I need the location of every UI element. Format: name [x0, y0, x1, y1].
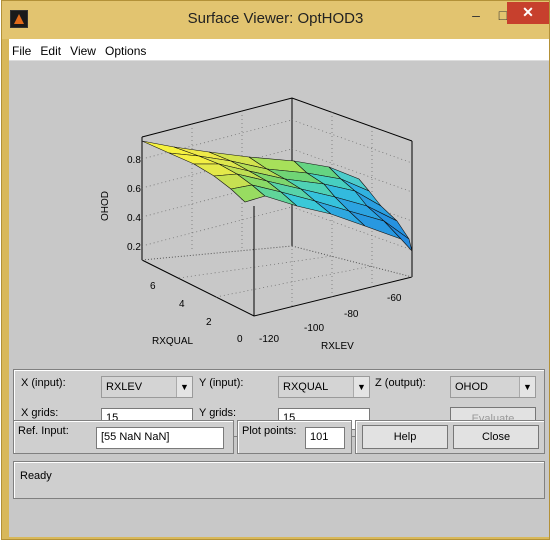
y-tick-label: 4 [179, 299, 185, 310]
close-button[interactable]: Close [453, 425, 539, 449]
close-window-button[interactable]: ✕ [507, 2, 549, 24]
x-input-value: RXLEV [106, 381, 143, 393]
minimize-button[interactable]: – [472, 7, 480, 23]
plot-points-field[interactable]: 101 [305, 427, 345, 449]
help-button[interactable]: Help [362, 425, 448, 449]
x-grids-label: X grids: [21, 407, 59, 419]
x-tick-label: -60 [387, 293, 402, 304]
y-grids-label: Y grids: [199, 407, 237, 419]
surface-plot[interactable]: 0.8 0.6 0.4 0.2 OHOD 6 4 2 0 RXQUAL -120… [9, 61, 549, 361]
z-output-value: OHOD [455, 381, 488, 393]
surface-mesh [141, 140, 413, 252]
ref-input-field[interactable]: [55 NaN NaN] [96, 427, 224, 449]
z-tick-label: 0.6 [127, 184, 141, 195]
x-input-select[interactable]: RXLEV ▼ [101, 376, 193, 398]
y-input-value: RXQUAL [283, 381, 329, 393]
x-tick-label: -100 [304, 323, 324, 334]
y-input-label: Y (input): [199, 377, 244, 389]
menu-file[interactable]: File [12, 44, 32, 58]
y-tick-label: 0 [237, 334, 243, 345]
z-output-select[interactable]: OHOD ▼ [450, 376, 536, 398]
ref-input-panel: Ref. Input: [55 NaN NaN] [13, 420, 234, 454]
status-bar: Ready [13, 461, 545, 499]
window-title: Surface Viewer: OptHOD3 [187, 10, 364, 27]
z-tick-label: 0.8 [127, 155, 141, 166]
z-output-label: Z (output): [375, 377, 426, 389]
x-input-label: X (input): [21, 377, 66, 389]
x-tick-label: -80 [344, 309, 359, 320]
plot-points-panel: Plot points: 101 [237, 420, 352, 454]
matlab-icon [10, 10, 28, 28]
surface-plot-svg[interactable]: 0.8 0.6 0.4 0.2 OHOD 6 4 2 0 RXQUAL -120… [9, 61, 549, 361]
z-tick-label: 0.4 [127, 213, 141, 224]
z-tick-label: 0.2 [127, 242, 141, 253]
menu-edit[interactable]: Edit [40, 44, 62, 58]
menu-bar: File Edit View Options [9, 39, 549, 61]
maximize-button[interactable]: □ [498, 7, 508, 23]
plot-points-label: Plot points: [242, 425, 297, 437]
y-tick-label: 2 [206, 317, 212, 328]
chevron-down-icon[interactable]: ▼ [176, 377, 192, 397]
y-axis-label: RXQUAL [152, 336, 194, 347]
menu-options[interactable]: Options [105, 44, 147, 58]
y-tick-label: 6 [150, 281, 156, 292]
x-axis-label: RXLEV [321, 341, 354, 352]
status-text: Ready [20, 470, 52, 482]
chevron-down-icon[interactable]: ▼ [353, 377, 369, 397]
ref-input-label: Ref. Input: [18, 425, 69, 437]
title-bar[interactable]: Surface Viewer: OptHOD3 – □ ✕ [2, 1, 549, 39]
y-input-select[interactable]: RXQUAL ▼ [278, 376, 370, 398]
z-axis-label: OHOD [100, 191, 111, 221]
x-tick-label: -120 [259, 334, 279, 345]
chevron-down-icon[interactable]: ▼ [519, 377, 535, 397]
menu-view[interactable]: View [70, 44, 96, 58]
main-content: 0.8 0.6 0.4 0.2 OHOD 6 4 2 0 RXQUAL -120… [9, 61, 549, 537]
action-buttons-panel: Help Close [355, 420, 545, 454]
